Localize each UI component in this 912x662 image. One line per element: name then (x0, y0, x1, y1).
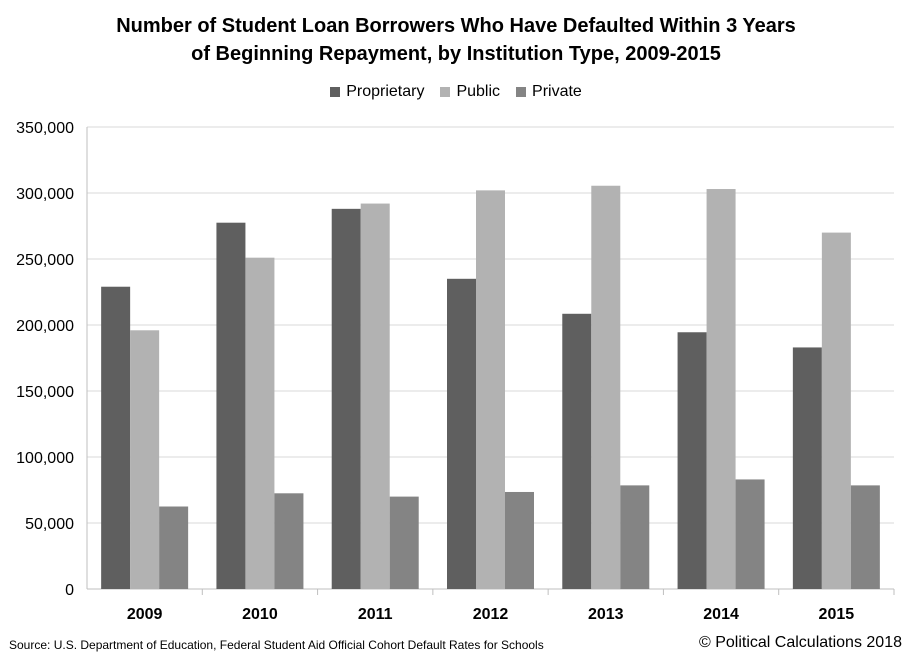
legend-swatch-proprietary (330, 87, 341, 97)
legend-swatch-private (516, 87, 527, 97)
y-tick-label: 100,000 (16, 450, 74, 467)
legend-label-proprietary: Proprietary (346, 83, 425, 100)
bar-public-2014 (706, 189, 736, 590)
bar-public-2009 (130, 330, 160, 589)
legend-item-public: Public (440, 83, 500, 101)
y-tick-label: 150,000 (16, 384, 74, 401)
y-tick-label: 200,000 (16, 318, 74, 335)
bar-proprietary-2013 (562, 313, 592, 589)
y-tick-label: 250,000 (16, 252, 74, 269)
source-note: Source: U.S. Department of Education, Fe… (9, 638, 544, 652)
copyright-note: © Political Calculations 2018 (698, 634, 902, 651)
bar-proprietary-2011 (331, 208, 361, 589)
bar-public-2012 (476, 190, 505, 590)
x-tick-label: 2014 (703, 606, 739, 623)
bar-proprietary-2010 (216, 222, 246, 589)
x-tick-label: 2012 (473, 606, 509, 623)
x-tick-label: 2009 (127, 606, 163, 623)
bar-private-2009 (159, 506, 189, 589)
bar-public-2015 (821, 232, 851, 589)
bar-public-2013 (591, 185, 621, 590)
bar-private-2015 (850, 485, 880, 589)
legend-swatch-public (440, 87, 451, 97)
y-tick-label: 50,000 (25, 516, 74, 533)
chart-title-line-2: of Beginning Repayment, by Institution T… (191, 43, 721, 65)
bar-public-2010 (245, 257, 275, 589)
legend-item-private: Private (516, 83, 582, 101)
bar-private-2013 (620, 485, 650, 589)
y-tick-label: 0 (65, 582, 74, 599)
x-tick-label: 2015 (819, 606, 855, 623)
legend-label-public: Public (456, 83, 501, 100)
y-tick-label: 350,000 (16, 120, 74, 137)
bar-private-2011 (389, 496, 419, 589)
bar-proprietary-2014 (677, 332, 707, 589)
bar-proprietary-2009 (101, 286, 131, 589)
x-tick-label: 2011 (358, 606, 393, 623)
chart-legend: Proprietary Public Private (0, 83, 912, 101)
chart-title: Number of Student Loan Borrowers Who Hav… (0, 12, 912, 68)
bar-proprietary-2012 (447, 278, 476, 589)
x-tick-label: 2010 (242, 606, 278, 623)
bar-proprietary-2015 (792, 347, 822, 589)
bar-public-2011 (360, 203, 390, 589)
bar-private-2010 (274, 493, 304, 589)
chart-title-line-1: Number of Student Loan Borrowers Who Hav… (116, 15, 796, 37)
legend-label-private: Private (532, 83, 582, 100)
legend-item-proprietary: Proprietary (330, 83, 424, 101)
bar-private-2012 (505, 491, 534, 589)
y-tick-label: 300,000 (16, 186, 74, 203)
x-tick-label: 2013 (588, 606, 624, 623)
bar-private-2014 (735, 479, 765, 589)
